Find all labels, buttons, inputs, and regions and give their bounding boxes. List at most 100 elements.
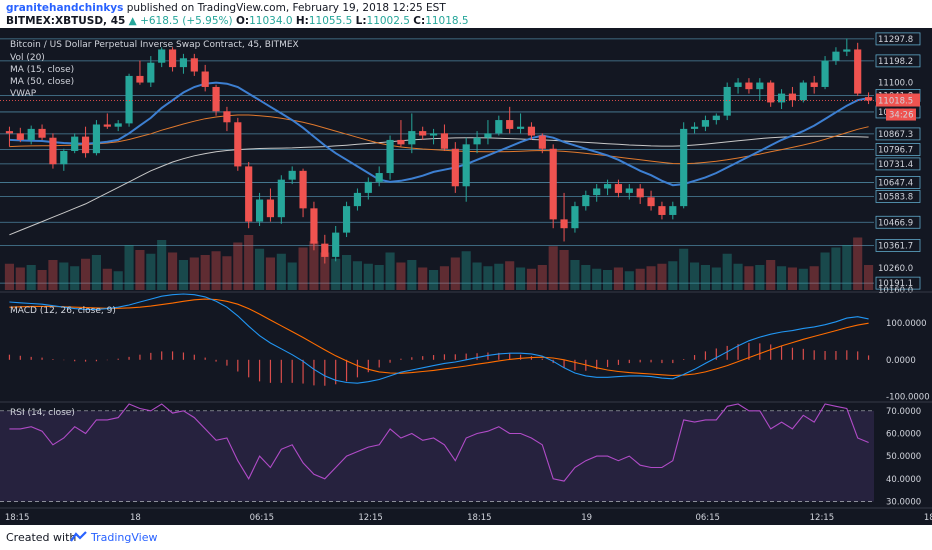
volume-bar — [70, 266, 80, 290]
candle — [310, 201, 318, 251]
price-tick-box — [875, 215, 921, 229]
candle-body — [92, 124, 101, 154]
volume-bar — [4, 263, 15, 290]
price-tick-box — [875, 239, 921, 252]
time-axis[interactable]: 18:151806:1512:1518:151906:1512:1518:152… — [0, 507, 932, 523]
candle — [375, 166, 383, 187]
candle-body — [799, 82, 807, 101]
volume-bar — [755, 265, 765, 290]
candle — [614, 179, 623, 198]
candle — [234, 117, 242, 171]
candle — [27, 125, 35, 145]
volume-bar — [211, 251, 221, 290]
candle-body — [397, 139, 405, 145]
candle-body — [767, 82, 775, 103]
candle-body — [777, 93, 786, 103]
volume-bar — [124, 245, 134, 290]
volume-bar — [733, 263, 743, 290]
candle — [245, 162, 253, 229]
volume-bar — [167, 252, 178, 290]
author-link[interactable]: granitehandchinkys — [6, 2, 124, 14]
candle-body — [701, 120, 710, 127]
candle — [397, 120, 405, 147]
volume-bar — [331, 258, 341, 290]
candle-body — [277, 179, 285, 218]
candle-body — [538, 135, 546, 149]
price-pane[interactable]: 11297.811198.211100.011041.810966.810867… — [0, 32, 932, 296]
price-tick-label: 10191.1 — [878, 279, 913, 289]
volume-bar — [352, 261, 363, 290]
candle — [549, 144, 557, 229]
candle — [669, 201, 677, 220]
ma50-line — [9, 114, 869, 165]
candle — [136, 60, 144, 85]
volume-bar — [396, 262, 406, 290]
candle — [680, 122, 688, 209]
volume-bar — [809, 266, 819, 290]
price-tick-box — [875, 127, 921, 141]
candle — [38, 124, 46, 140]
candle — [81, 126, 90, 158]
candle-body — [364, 181, 372, 193]
candle-body — [734, 82, 742, 87]
volume-bar — [820, 252, 830, 290]
candle-body — [375, 173, 383, 182]
legend-macd: MACD (12, 26, close, 9) — [10, 306, 116, 316]
candle — [342, 201, 351, 238]
volume-bar — [320, 252, 330, 290]
rsi-band-fill — [0, 410, 874, 502]
high-label: H: — [295, 15, 309, 27]
macd-pane[interactable]: 100.0000 0.0000 -100.0000 — [0, 291, 932, 402]
volume-bar — [559, 250, 569, 290]
volume-bar — [15, 267, 25, 290]
volume-bar — [385, 252, 395, 290]
candle — [332, 226, 340, 262]
candle-body — [332, 232, 340, 257]
macd-tick-label: 0.0000 — [886, 356, 916, 366]
open-label: O: — [235, 15, 250, 27]
macd-signal-line — [9, 298, 869, 377]
candle — [386, 135, 394, 180]
time-tick-label: 18:15 — [924, 513, 932, 523]
candle-body — [234, 122, 242, 167]
tradingview-brand[interactable]: TradingView — [91, 531, 158, 544]
candle-body — [614, 184, 623, 193]
volume-bar — [244, 235, 254, 290]
candle-body — [843, 49, 851, 52]
candle — [16, 127, 24, 143]
candle — [114, 120, 122, 132]
candle — [647, 190, 655, 211]
candle-body — [114, 123, 122, 127]
candle — [353, 188, 362, 211]
volume-bar — [526, 268, 537, 290]
price-tick-label: 10731.4 — [878, 160, 913, 170]
candle-body — [419, 131, 427, 136]
candle-body — [429, 133, 438, 136]
volume-bar — [853, 237, 863, 290]
volume-bar — [635, 268, 645, 290]
time-tick-label: 12:15 — [810, 513, 835, 523]
macd-tick-label: 100.0000 — [886, 319, 927, 329]
candle — [843, 38, 851, 57]
candle — [723, 82, 731, 121]
volume-bar — [613, 267, 624, 290]
main-title: Bitcoin / US Dollar Perpetual Inverse Sw… — [10, 40, 299, 50]
candle — [636, 184, 644, 204]
volume-bar — [570, 260, 580, 290]
legend-ma50: MA (50, close) — [10, 77, 74, 87]
candle-body — [321, 243, 329, 257]
volume-bar — [831, 247, 841, 290]
volume-bar — [102, 268, 112, 290]
candle-body — [147, 62, 155, 83]
candle-body — [560, 219, 568, 229]
volume-bar — [700, 265, 711, 290]
candle — [810, 75, 818, 94]
rsi-pane[interactable]: 70.0000 60.0000 50.0000 40.0000 30.0000 — [0, 401, 932, 507]
candle-body — [440, 133, 449, 149]
volume-bar — [798, 268, 808, 290]
candle-body — [60, 150, 68, 165]
chart-svg[interactable]: 11297.811198.211100.011041.810966.810867… — [0, 28, 932, 525]
candle-body — [81, 136, 90, 154]
volume-bar — [341, 255, 352, 290]
candle-body — [864, 97, 873, 101]
